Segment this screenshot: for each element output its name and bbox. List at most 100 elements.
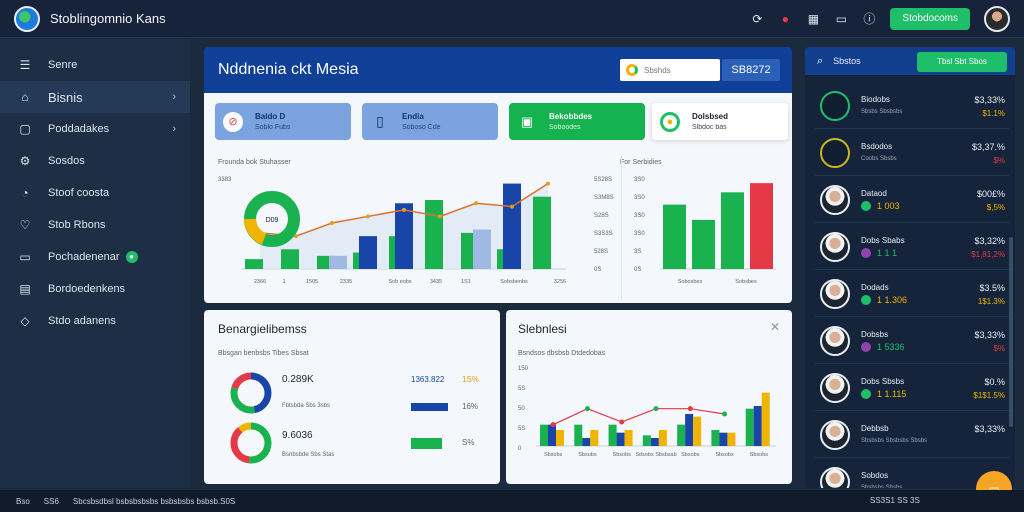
sidebar-item-menu[interactable]: ☰ Senre: [0, 49, 190, 81]
menu-icon: ☰: [19, 58, 31, 72]
scrollbar[interactable]: [1009, 237, 1013, 427]
x-tick-label: Sbsobs: [544, 452, 563, 458]
y-tick-label: 0S: [594, 267, 601, 273]
list-item-name: Bsdodos: [861, 142, 893, 151]
list-item-value: $3,37.%: [971, 142, 1005, 152]
list-item[interactable]: Dodads 1 1.306 $3.5% 1$1.3%: [815, 273, 1009, 317]
info-icon[interactable]: ⓘ: [863, 11, 876, 26]
kpi-card-4[interactable]: ● Dolsbsed Slbdoc bas: [652, 103, 788, 140]
sidebar-item-user[interactable]: ◔ Stoof coosta: [0, 177, 190, 209]
x-tick-label: Sbsobs: [715, 452, 734, 458]
bar: [745, 408, 754, 446]
app-logo: [14, 5, 40, 32]
list-item[interactable]: Dobs Sbabs 1 1 1 $3,32% $1,81,2%: [815, 226, 1009, 270]
bar: [608, 424, 617, 446]
status-item: Bso: [16, 496, 30, 506]
kpi-card-1[interactable]: ⊘ Baldo D Soblo Fubs: [215, 103, 351, 140]
x-tick-label: Sobsbes: [735, 279, 757, 285]
grid-icon[interactable]: ▦: [807, 11, 820, 26]
list-item[interactable]: Dobsbs 1 5336 $3,33% $%: [815, 320, 1009, 364]
mini-pct: 16%: [462, 402, 479, 411]
y-tick-label: 0: [518, 446, 522, 452]
bar: [556, 430, 564, 446]
sidebar-item-label: Poddadakes: [48, 123, 110, 135]
code-badge: SB8272: [722, 59, 780, 81]
kpi-card-2[interactable]: ▯ Endia Soboso Cde: [362, 103, 498, 140]
line-point: [294, 234, 298, 239]
close-icon[interactable]: ✕: [769, 320, 780, 334]
x-tick-label: Sbsobs: [578, 452, 597, 458]
list-item[interactable]: Biodobs Sbsbs Sbsbsbs $3,33% $1.1%: [815, 85, 1009, 129]
y-tick-label: 3383: [218, 177, 232, 183]
sidebar-item-tags[interactable]: ◇ Stdo adanens: [0, 305, 190, 337]
list-item-name: Debbsb: [861, 424, 889, 433]
bar: [624, 430, 633, 446]
status-dot-icon: [861, 248, 871, 258]
refresh-icon[interactable]: ⟳: [752, 11, 763, 26]
panel-subtitle: Bbsgan benbsbs Tibes Sbsat: [218, 350, 309, 357]
chart-title: For Serbidies: [620, 159, 662, 166]
line-point: [687, 406, 693, 412]
line-point: [653, 406, 659, 412]
avatar: [820, 185, 850, 215]
mini-pct: S%: [462, 438, 475, 447]
avatar: [820, 373, 850, 403]
x-tick-label: 1: [282, 279, 285, 285]
list-item[interactable]: Dataod 1 003 $00£% $,5%: [815, 179, 1009, 223]
list-item[interactable]: Sobdos Sbsbsbs Sbsbs: [815, 461, 1009, 488]
right-panel-button[interactable]: Tbsl Sbt Sbos: [917, 52, 1007, 72]
search-box[interactable]: [620, 59, 720, 81]
sidebar: ☰ Senre ⌂ Bisnis › ▢ Poddadakes › ⚙ Sosd…: [0, 39, 190, 488]
bar: [685, 414, 694, 446]
list-item-name: Dobsbs: [861, 330, 889, 339]
user-avatar[interactable]: [984, 5, 1010, 32]
top-action-button[interactable]: Stobdocoms: [890, 7, 970, 30]
list-item-change: $1.1%: [982, 109, 1005, 118]
sidebar-item-label: Pochadenenar: [48, 251, 120, 263]
sidebar-item-settings[interactable]: ⚙ Sosdos: [0, 145, 190, 177]
bar: [616, 432, 625, 446]
list-item-value: $3,33%: [974, 95, 1005, 105]
list-item-change: $%: [993, 344, 1005, 353]
metric-value: 0.289K: [282, 374, 314, 385]
search-input[interactable]: [644, 65, 714, 75]
list-item-mid: 1 1.115: [877, 389, 907, 399]
list-item-sub: Sbsbsbs Sbsbs: [861, 485, 903, 488]
sidebar-item-folder[interactable]: ▢ Poddadakes ›: [0, 113, 190, 145]
sidebar-item-list[interactable]: ▤ Bordoedenkens: [0, 273, 190, 305]
list-item[interactable]: Debbsb Sbsbsbs Sbsbsbs Sbsbs $3,33%: [815, 414, 1009, 458]
list-item-mid: 1 5336: [877, 342, 905, 352]
line-point: [584, 406, 590, 412]
y-tick-label: S3M8S: [594, 195, 614, 201]
alert-icon[interactable]: ●: [781, 11, 790, 26]
list-item-change: $%: [993, 156, 1005, 165]
bar: [590, 430, 599, 446]
x-tick-label: 1S1: [461, 279, 471, 285]
list-item[interactable]: Bsdodos Coobs Sbsbs $3,37.% $%: [815, 132, 1009, 176]
search-icon[interactable]: ⌕: [817, 54, 824, 67]
kpi-title: Endia: [402, 112, 424, 121]
sidebar-item-documents[interactable]: ▭ Pochadenenar ●: [0, 241, 190, 273]
kpi-sub: Soboodes: [549, 124, 581, 131]
sidebar-item-favorites[interactable]: ♡ Stob Rbons: [0, 209, 190, 241]
list-item-value: $3,33%: [974, 330, 1005, 340]
search-icon: [626, 64, 638, 76]
y-tick-label: 5S: [518, 426, 525, 432]
sidebar-item-home[interactable]: ⌂ Bisnis ›: [0, 81, 190, 113]
heart-icon: ♡: [19, 218, 31, 232]
line-point: [550, 422, 556, 428]
list-item[interactable]: Dobs Sbsbs 1 1.115 $0.% $1$1.5%: [815, 367, 1009, 411]
bar: [281, 249, 299, 269]
kpi-card-3[interactable]: ▣ Bekobbdes Soboodes: [509, 103, 645, 140]
line-point: [330, 221, 334, 225]
box-icon: ▣: [520, 113, 534, 129]
analysis-panel: Slebnlesi ✕ Bsndsos dbsbsb Dtdedobas 150…: [506, 310, 792, 484]
y-tick-label: 0S: [634, 267, 641, 273]
list-item-name: Biodobs: [861, 95, 890, 104]
bar: [750, 183, 773, 269]
metric-sub: Bsnbsbde Sbs Stas: [282, 452, 335, 458]
donut-segment: [244, 218, 267, 245]
mini-value: 1363.822: [411, 375, 445, 384]
chat-icon[interactable]: ▭: [835, 11, 848, 26]
list-item-value: $3.5%: [979, 283, 1005, 293]
